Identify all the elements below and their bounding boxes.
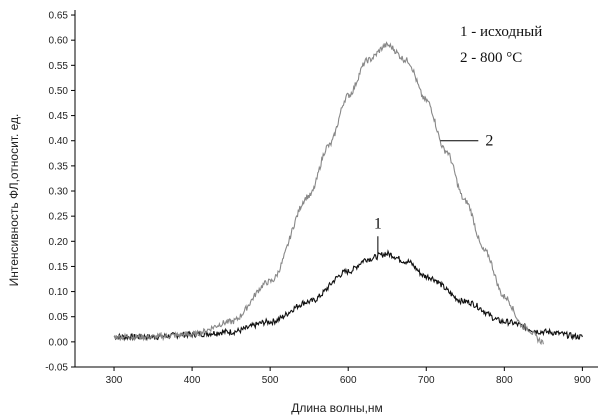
y-tick-label: 0.55: [49, 61, 69, 72]
x-ticks: 300 400 500 600 700 800 900: [106, 367, 591, 386]
y-tick-label: 0.00: [49, 337, 69, 348]
y-tick-label: 0.65: [49, 11, 69, 22]
x-tick-label: 700: [418, 375, 435, 386]
legend-entry-2: 2 - 800 °C: [460, 50, 522, 66]
y-tick-label: 0.50: [49, 86, 69, 97]
series-2-line: [113, 41, 544, 346]
y-tick-label: 0.60: [49, 36, 69, 47]
y-tick-label: 0.15: [49, 262, 69, 273]
x-tick-label: 400: [184, 375, 201, 386]
y-tick-label: 0.25: [49, 212, 69, 223]
x-tick-label: 600: [340, 375, 357, 386]
x-tick-label: 300: [106, 375, 123, 386]
series-group: [113, 41, 583, 346]
y-tick-label: 0.20: [49, 237, 69, 248]
y-tick-label: 0.10: [49, 287, 69, 298]
y-ticks: -0.05 0.00 0.05 0.10 0.15 0.20 0.25 0.30 0.35 0.4…: [45, 11, 75, 374]
y-tick-label: 0.05: [49, 312, 69, 323]
y-tick-label: 0.45: [49, 111, 69, 122]
x-tick-label: 500: [262, 375, 279, 386]
annotation-1-label: 1: [374, 216, 382, 233]
x-axis-label: Длина волны,нм: [291, 401, 383, 415]
legend-entry-1: 1 - исходный: [460, 24, 542, 40]
annotation-2-label: 2: [485, 133, 493, 150]
y-tick-label: 0.40: [49, 136, 69, 147]
y-tick-label: 0.35: [49, 161, 69, 172]
y-axis-label: Интенсивность ФЛ,относит. ед.: [7, 114, 21, 287]
x-tick-label: 900: [574, 375, 591, 386]
y-tick-label: -0.05: [45, 363, 68, 374]
y-tick-label: 0.30: [49, 187, 69, 198]
x-tick-label: 800: [496, 375, 513, 386]
series-1-line: [113, 249, 583, 342]
annotations: 12: [374, 133, 493, 254]
